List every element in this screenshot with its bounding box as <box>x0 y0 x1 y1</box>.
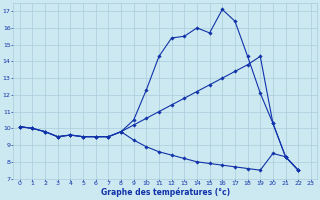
X-axis label: Graphe des températures (°c): Graphe des températures (°c) <box>101 188 230 197</box>
